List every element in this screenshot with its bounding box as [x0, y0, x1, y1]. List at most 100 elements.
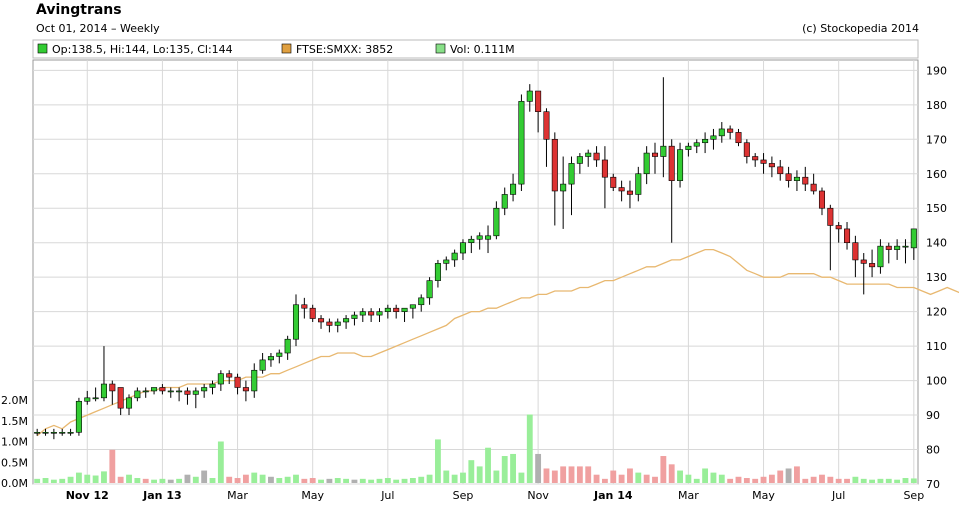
candle-body — [585, 152, 592, 157]
price-tick-label: 80 — [926, 444, 940, 457]
volume-bar — [693, 478, 700, 483]
candle-body — [117, 387, 124, 409]
time-tick-label: May — [752, 489, 775, 502]
candle-body — [768, 163, 775, 168]
candle-body — [702, 138, 709, 144]
volume-bar — [560, 466, 567, 483]
candle-body — [209, 383, 216, 388]
candle-body — [777, 166, 784, 175]
volume-tick-label: 0.5M — [1, 456, 28, 469]
candle-body — [126, 397, 133, 409]
candle-body — [785, 173, 792, 181]
candle-body — [593, 152, 600, 161]
candle-body — [67, 431, 74, 434]
candle-body — [393, 307, 400, 312]
time-tick-label: Jan 14 — [593, 489, 633, 502]
volume-bar — [535, 453, 542, 483]
volume-bar — [551, 470, 558, 483]
volume-bar — [151, 479, 157, 483]
candle-body — [142, 390, 149, 393]
volume-bar — [501, 456, 508, 483]
volume-bar — [760, 476, 767, 483]
volume-bar — [159, 478, 166, 483]
volume-bar — [134, 478, 141, 483]
candle-body — [92, 397, 99, 400]
time-tick-label: Sep — [453, 489, 474, 502]
volume-tick-label: 0.0M — [1, 477, 28, 490]
volume-bar — [351, 479, 358, 483]
price-tick-label: 150 — [926, 202, 947, 215]
volume-bar — [301, 478, 308, 483]
candle-body — [827, 207, 834, 226]
candle-body — [910, 228, 917, 249]
candle-body — [835, 225, 842, 230]
candle-body — [535, 90, 542, 113]
volume-bar — [426, 474, 433, 483]
candle-body — [75, 400, 82, 433]
candle-body — [601, 159, 608, 178]
candle-body — [334, 321, 341, 326]
volume-bar — [142, 478, 149, 483]
time-tick-label: Mar — [227, 489, 248, 502]
volume-bar — [710, 472, 717, 483]
candle-body — [468, 238, 475, 243]
volume-bar — [468, 460, 475, 483]
time-tick-label: Sep — [903, 489, 924, 502]
candle-body — [894, 245, 901, 250]
legend-swatch — [281, 43, 292, 54]
candle-body — [518, 101, 525, 185]
price-tick-label: 180 — [926, 99, 947, 112]
volume-bar — [276, 478, 283, 483]
volume-bar — [785, 468, 792, 483]
chart-date: Oct 01, 2014 – Weekly — [36, 22, 160, 35]
price-tick-label: 190 — [926, 64, 947, 77]
candle-body — [459, 242, 466, 254]
candle-body — [318, 318, 325, 323]
price-tick-label: 90 — [926, 409, 940, 422]
volume-bar — [384, 478, 391, 483]
volume-bar — [802, 478, 809, 483]
legend-box — [32, 39, 919, 59]
price-tick-label: 100 — [926, 375, 947, 388]
volume-bar — [894, 479, 901, 483]
candle-body — [267, 356, 274, 361]
volume-bar — [451, 474, 458, 483]
candle-body — [618, 187, 625, 192]
candle-body — [902, 245, 909, 248]
volume-bar — [677, 470, 683, 483]
candle-body — [576, 156, 583, 164]
volume-bar — [860, 478, 867, 483]
candle-body — [50, 431, 57, 434]
time-tick-label: May — [301, 489, 324, 502]
volume-bar — [627, 468, 633, 483]
volume-bar — [284, 476, 291, 483]
candle-body — [401, 307, 408, 312]
candle-body — [226, 373, 233, 378]
volume-bar — [443, 470, 450, 483]
ftse-line — [36, 248, 959, 437]
candle-body — [493, 207, 500, 237]
candle-body — [434, 263, 441, 281]
candle-body — [560, 183, 567, 192]
plot-area — [32, 59, 919, 485]
price-tick-label: 70 — [926, 478, 940, 491]
candle-body — [134, 390, 141, 399]
volume-bar — [635, 472, 642, 483]
time-tick-label: Nov — [527, 489, 549, 502]
volume-bar — [835, 478, 842, 483]
candle-body — [718, 128, 725, 137]
chart-title: Avingtrans — [36, 2, 122, 18]
time-tick-label: Jan 13 — [142, 489, 181, 502]
volume-bar — [101, 471, 107, 483]
candle-body — [651, 152, 659, 157]
volume-bar — [610, 470, 617, 483]
time-tick-label: Nov 12 — [66, 489, 109, 502]
candle-body — [409, 304, 416, 309]
volume-bar — [318, 479, 324, 483]
volume-bar — [685, 474, 692, 483]
candle-body — [351, 314, 358, 319]
candle-body — [376, 311, 383, 316]
candle-body — [877, 245, 884, 268]
candle-body — [100, 383, 107, 399]
